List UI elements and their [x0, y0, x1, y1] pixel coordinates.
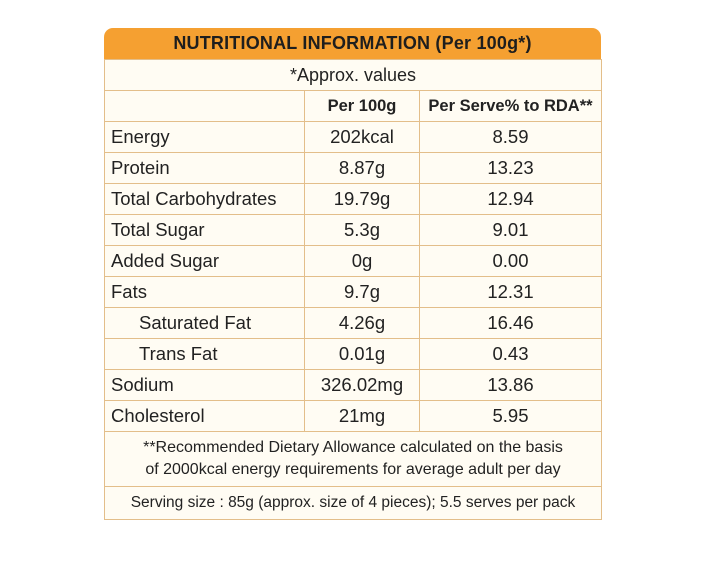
nutrient-name: Saturated Fat: [104, 307, 305, 339]
nutrient-name: Cholesterol: [104, 400, 305, 432]
table-row: Total Sugar 5.3g 9.01: [104, 214, 602, 246]
nutrient-per-100g: 19.79g: [304, 183, 420, 215]
nutrient-per-100g: 0g: [304, 245, 420, 277]
footnote-line: of 2000kcal energy requirements for aver…: [145, 461, 561, 478]
nutrient-rda: 9.01: [419, 214, 602, 246]
approx-row: *Approx. values: [104, 59, 602, 91]
panel-title: NUTRITIONAL INFORMATION (Per 100g*): [104, 28, 601, 59]
table-row: Cholesterol 21mg 5.95: [104, 400, 602, 432]
nutrient-per-100g: 5.3g: [304, 214, 420, 246]
nutrition-table: *Approx. values Per 100g Per Serve% to R…: [104, 59, 602, 520]
nutrient-name: Fats: [104, 276, 305, 308]
nutrient-per-100g: 8.87g: [304, 152, 420, 184]
footnote-line: **Recommended Dietary Allowance calculat…: [143, 439, 563, 456]
nutrient-name: Added Sugar: [104, 245, 305, 277]
footnote-row: **Recommended Dietary Allowance calculat…: [104, 431, 602, 487]
table-header-row: Per 100g Per Serve% to RDA**: [104, 90, 602, 122]
nutrient-rda: 5.95: [419, 400, 602, 432]
approx-note: *Approx. values: [104, 59, 602, 91]
nutrient-per-100g: 202kcal: [304, 121, 420, 153]
serving-row: Serving size : 85g (approx. size of 4 pi…: [104, 486, 602, 520]
serving-size: Serving size : 85g (approx. size of 4 pi…: [104, 486, 602, 520]
header-blank: [104, 90, 305, 122]
nutrient-name: Trans Fat: [104, 338, 305, 370]
nutrient-rda: 12.31: [419, 276, 602, 308]
nutrient-per-100g: 326.02mg: [304, 369, 420, 401]
nutrient-rda: 12.94: [419, 183, 602, 215]
nutrient-rda: 8.59: [419, 121, 602, 153]
nutrition-panel: NUTRITIONAL INFORMATION (Per 100g*) *App…: [104, 28, 602, 520]
nutrient-rda: 13.86: [419, 369, 602, 401]
nutrient-per-100g: 0.01g: [304, 338, 420, 370]
nutrient-per-100g: 21mg: [304, 400, 420, 432]
table-row: Sodium 326.02mg 13.86: [104, 369, 602, 401]
table-row: Fats 9.7g 12.31: [104, 276, 602, 308]
nutrient-per-100g: 4.26g: [304, 307, 420, 339]
nutrient-name: Energy: [104, 121, 305, 153]
nutrient-name: Sodium: [104, 369, 305, 401]
table-row: Protein 8.87g 13.23: [104, 152, 602, 184]
table-row: Saturated Fat 4.26g 16.46: [104, 307, 602, 339]
table-row: Trans Fat 0.01g 0.43: [104, 338, 602, 370]
nutrient-name: Protein: [104, 152, 305, 184]
nutrient-name: Total Sugar: [104, 214, 305, 246]
nutrient-rda: 13.23: [419, 152, 602, 184]
nutrient-rda: 0.00: [419, 245, 602, 277]
nutrient-name: Total Carbohydrates: [104, 183, 305, 215]
nutrient-rda: 0.43: [419, 338, 602, 370]
header-rda: Per Serve% to RDA**: [419, 90, 602, 122]
table-row: Energy 202kcal 8.59: [104, 121, 602, 153]
nutrient-rda: 16.46: [419, 307, 602, 339]
table-row: Total Carbohydrates 19.79g 12.94: [104, 183, 602, 215]
header-per-100g: Per 100g: [304, 90, 420, 122]
nutrient-per-100g: 9.7g: [304, 276, 420, 308]
rda-footnote: **Recommended Dietary Allowance calculat…: [104, 431, 602, 487]
table-row: Added Sugar 0g 0.00: [104, 245, 602, 277]
